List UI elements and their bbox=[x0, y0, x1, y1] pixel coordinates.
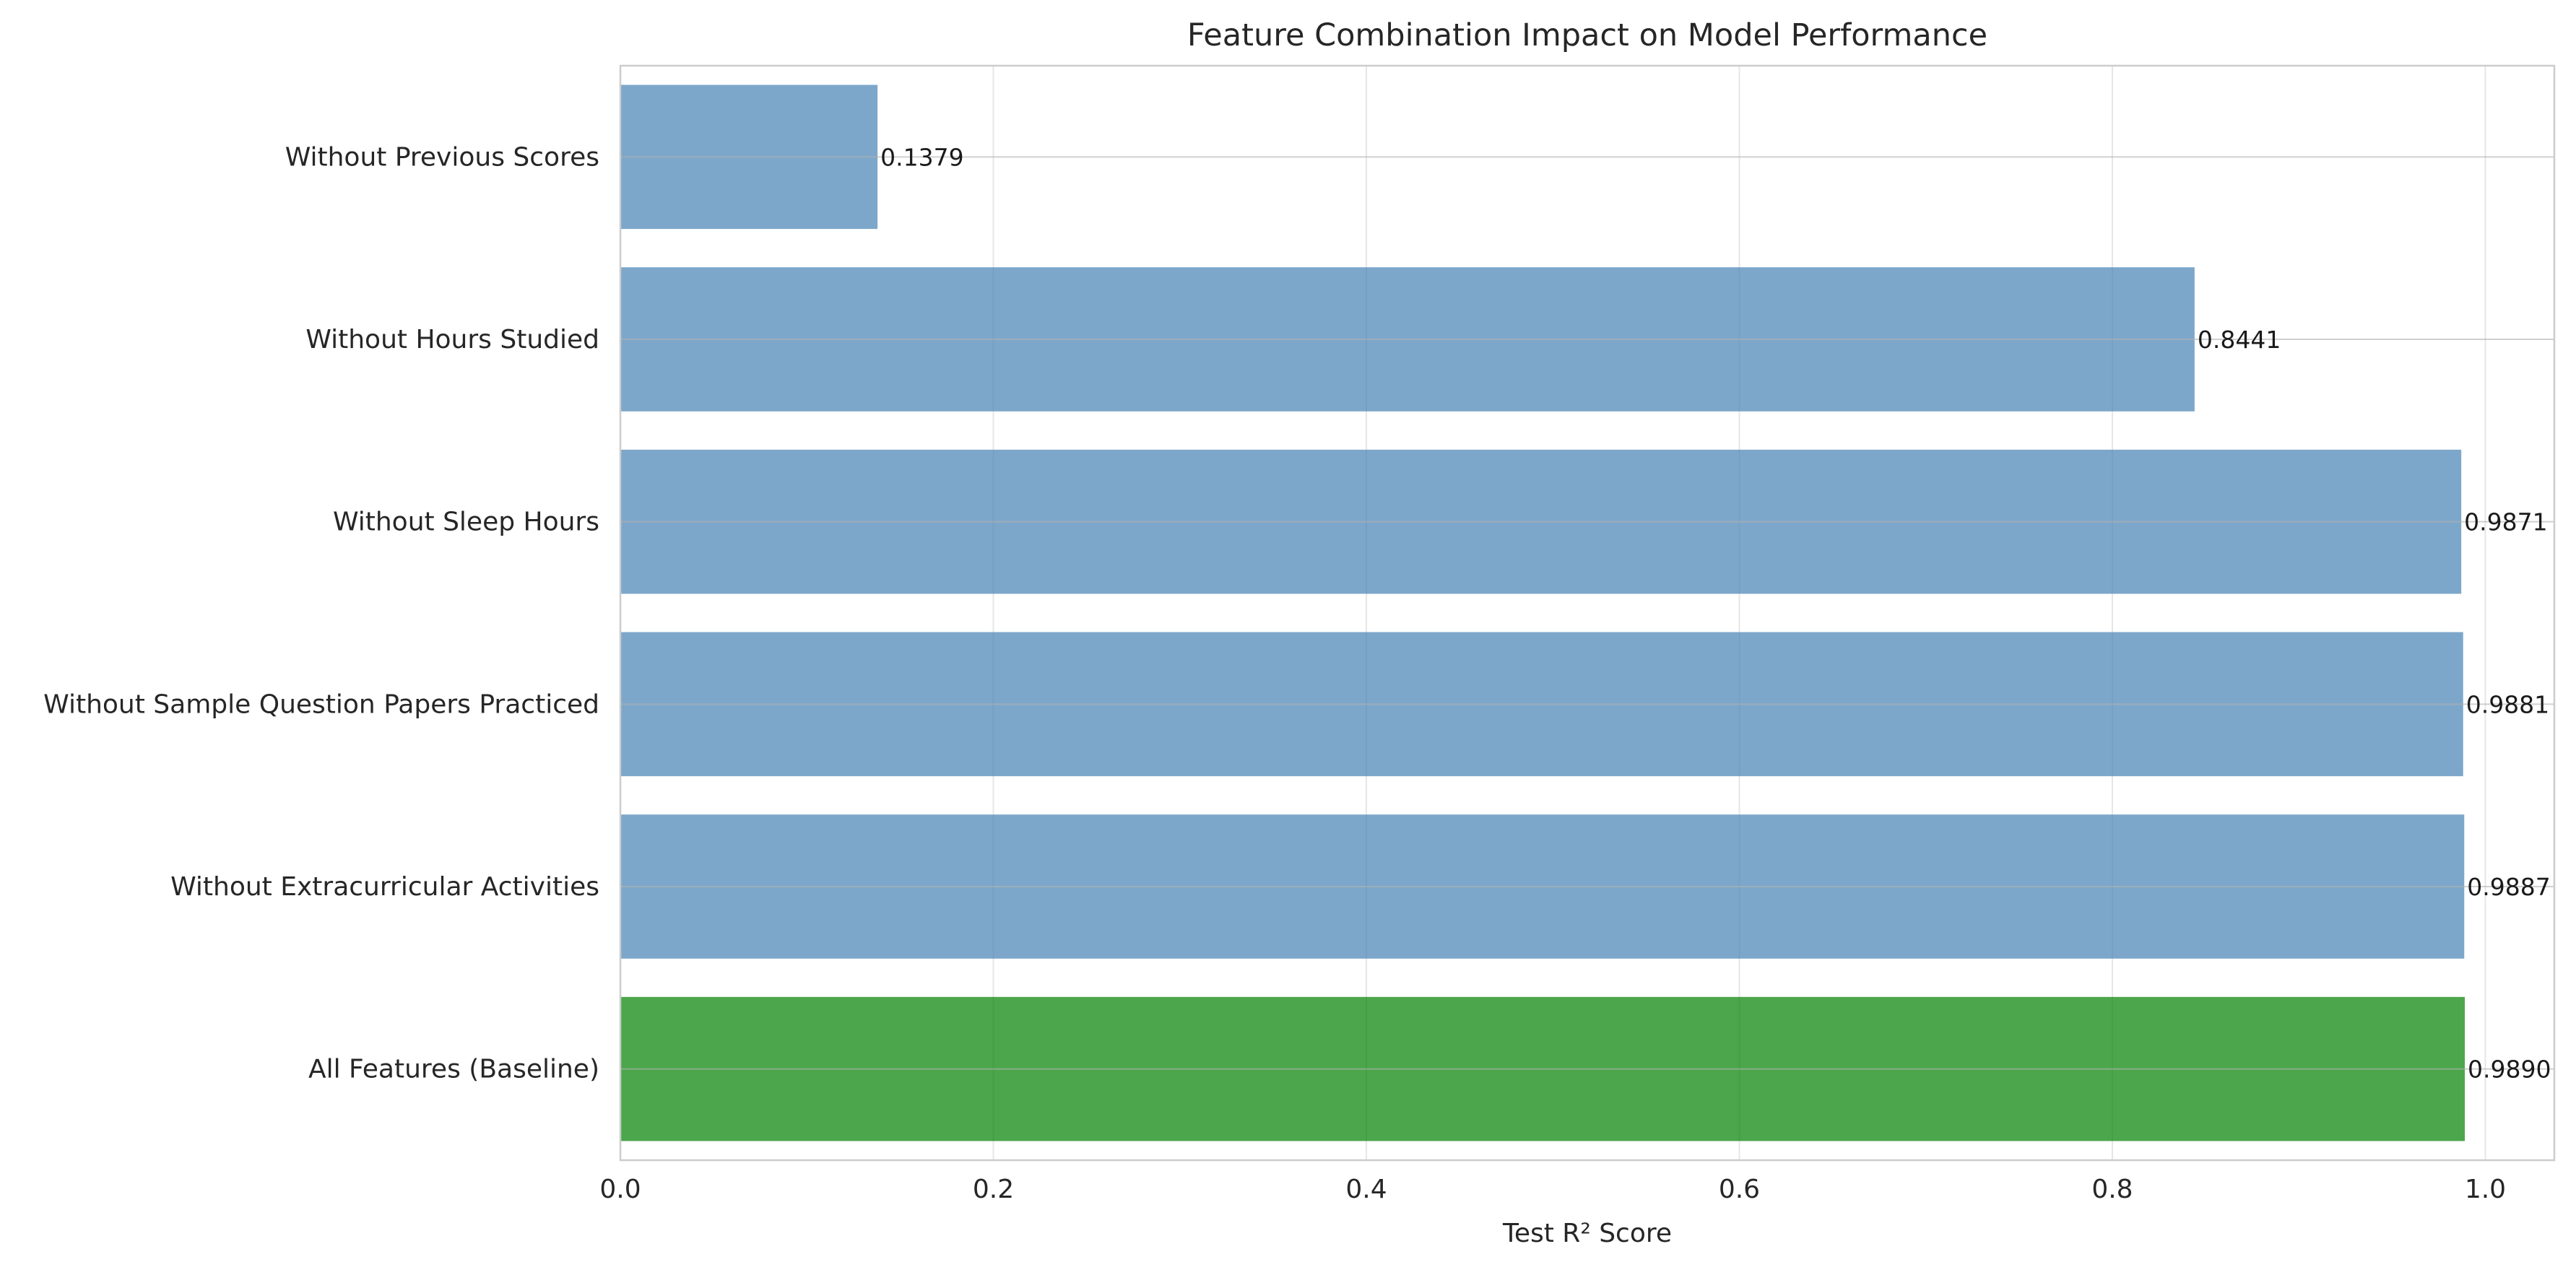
x-tick-label: 0.8 bbox=[2091, 1175, 2133, 1204]
x-tick-label: 1.0 bbox=[2465, 1175, 2506, 1204]
x-tick-label: 0.0 bbox=[599, 1175, 641, 1204]
x-axis-label: Test R² Score bbox=[1502, 1219, 1672, 1248]
data-label: 0.9871 bbox=[2464, 508, 2547, 536]
plot-frame bbox=[619, 64, 2556, 1162]
category-label: All Features (Baseline) bbox=[308, 1055, 599, 1084]
x-tick-label: 0.4 bbox=[1345, 1175, 1387, 1204]
category-label: Without Sleep Hours bbox=[333, 508, 599, 537]
bars bbox=[620, 84, 2554, 1141]
x-tick-label: 0.2 bbox=[973, 1175, 1014, 1204]
x-axis-ticks: 0.0 0.2 0.4 0.6 0.8 1.0 bbox=[599, 1175, 2506, 1204]
chart-title: Feature Combination Impact on Model Perf… bbox=[1187, 17, 1987, 53]
category-label: Without Hours Studied bbox=[305, 325, 599, 354]
data-label: 0.8441 bbox=[2198, 326, 2281, 354]
category-label: Without Previous Scores bbox=[285, 142, 599, 172]
category-label: Without Extracurricular Activities bbox=[170, 872, 599, 902]
data-label: 0.9887 bbox=[2467, 873, 2550, 901]
data-labels: 0.1379 0.8441 0.9871 0.9881 0.9887 0.9890 bbox=[880, 143, 2551, 1083]
category-label: Without Sample Question Papers Practiced bbox=[43, 689, 599, 719]
data-label: 0.9890 bbox=[2468, 1056, 2551, 1084]
data-label: 0.1379 bbox=[880, 143, 963, 171]
y-axis-categories: Without Previous Scores Without Hours Stu… bbox=[43, 142, 599, 1084]
x-tick-label: 0.6 bbox=[1719, 1175, 1760, 1204]
data-label: 0.9881 bbox=[2466, 690, 2549, 718]
